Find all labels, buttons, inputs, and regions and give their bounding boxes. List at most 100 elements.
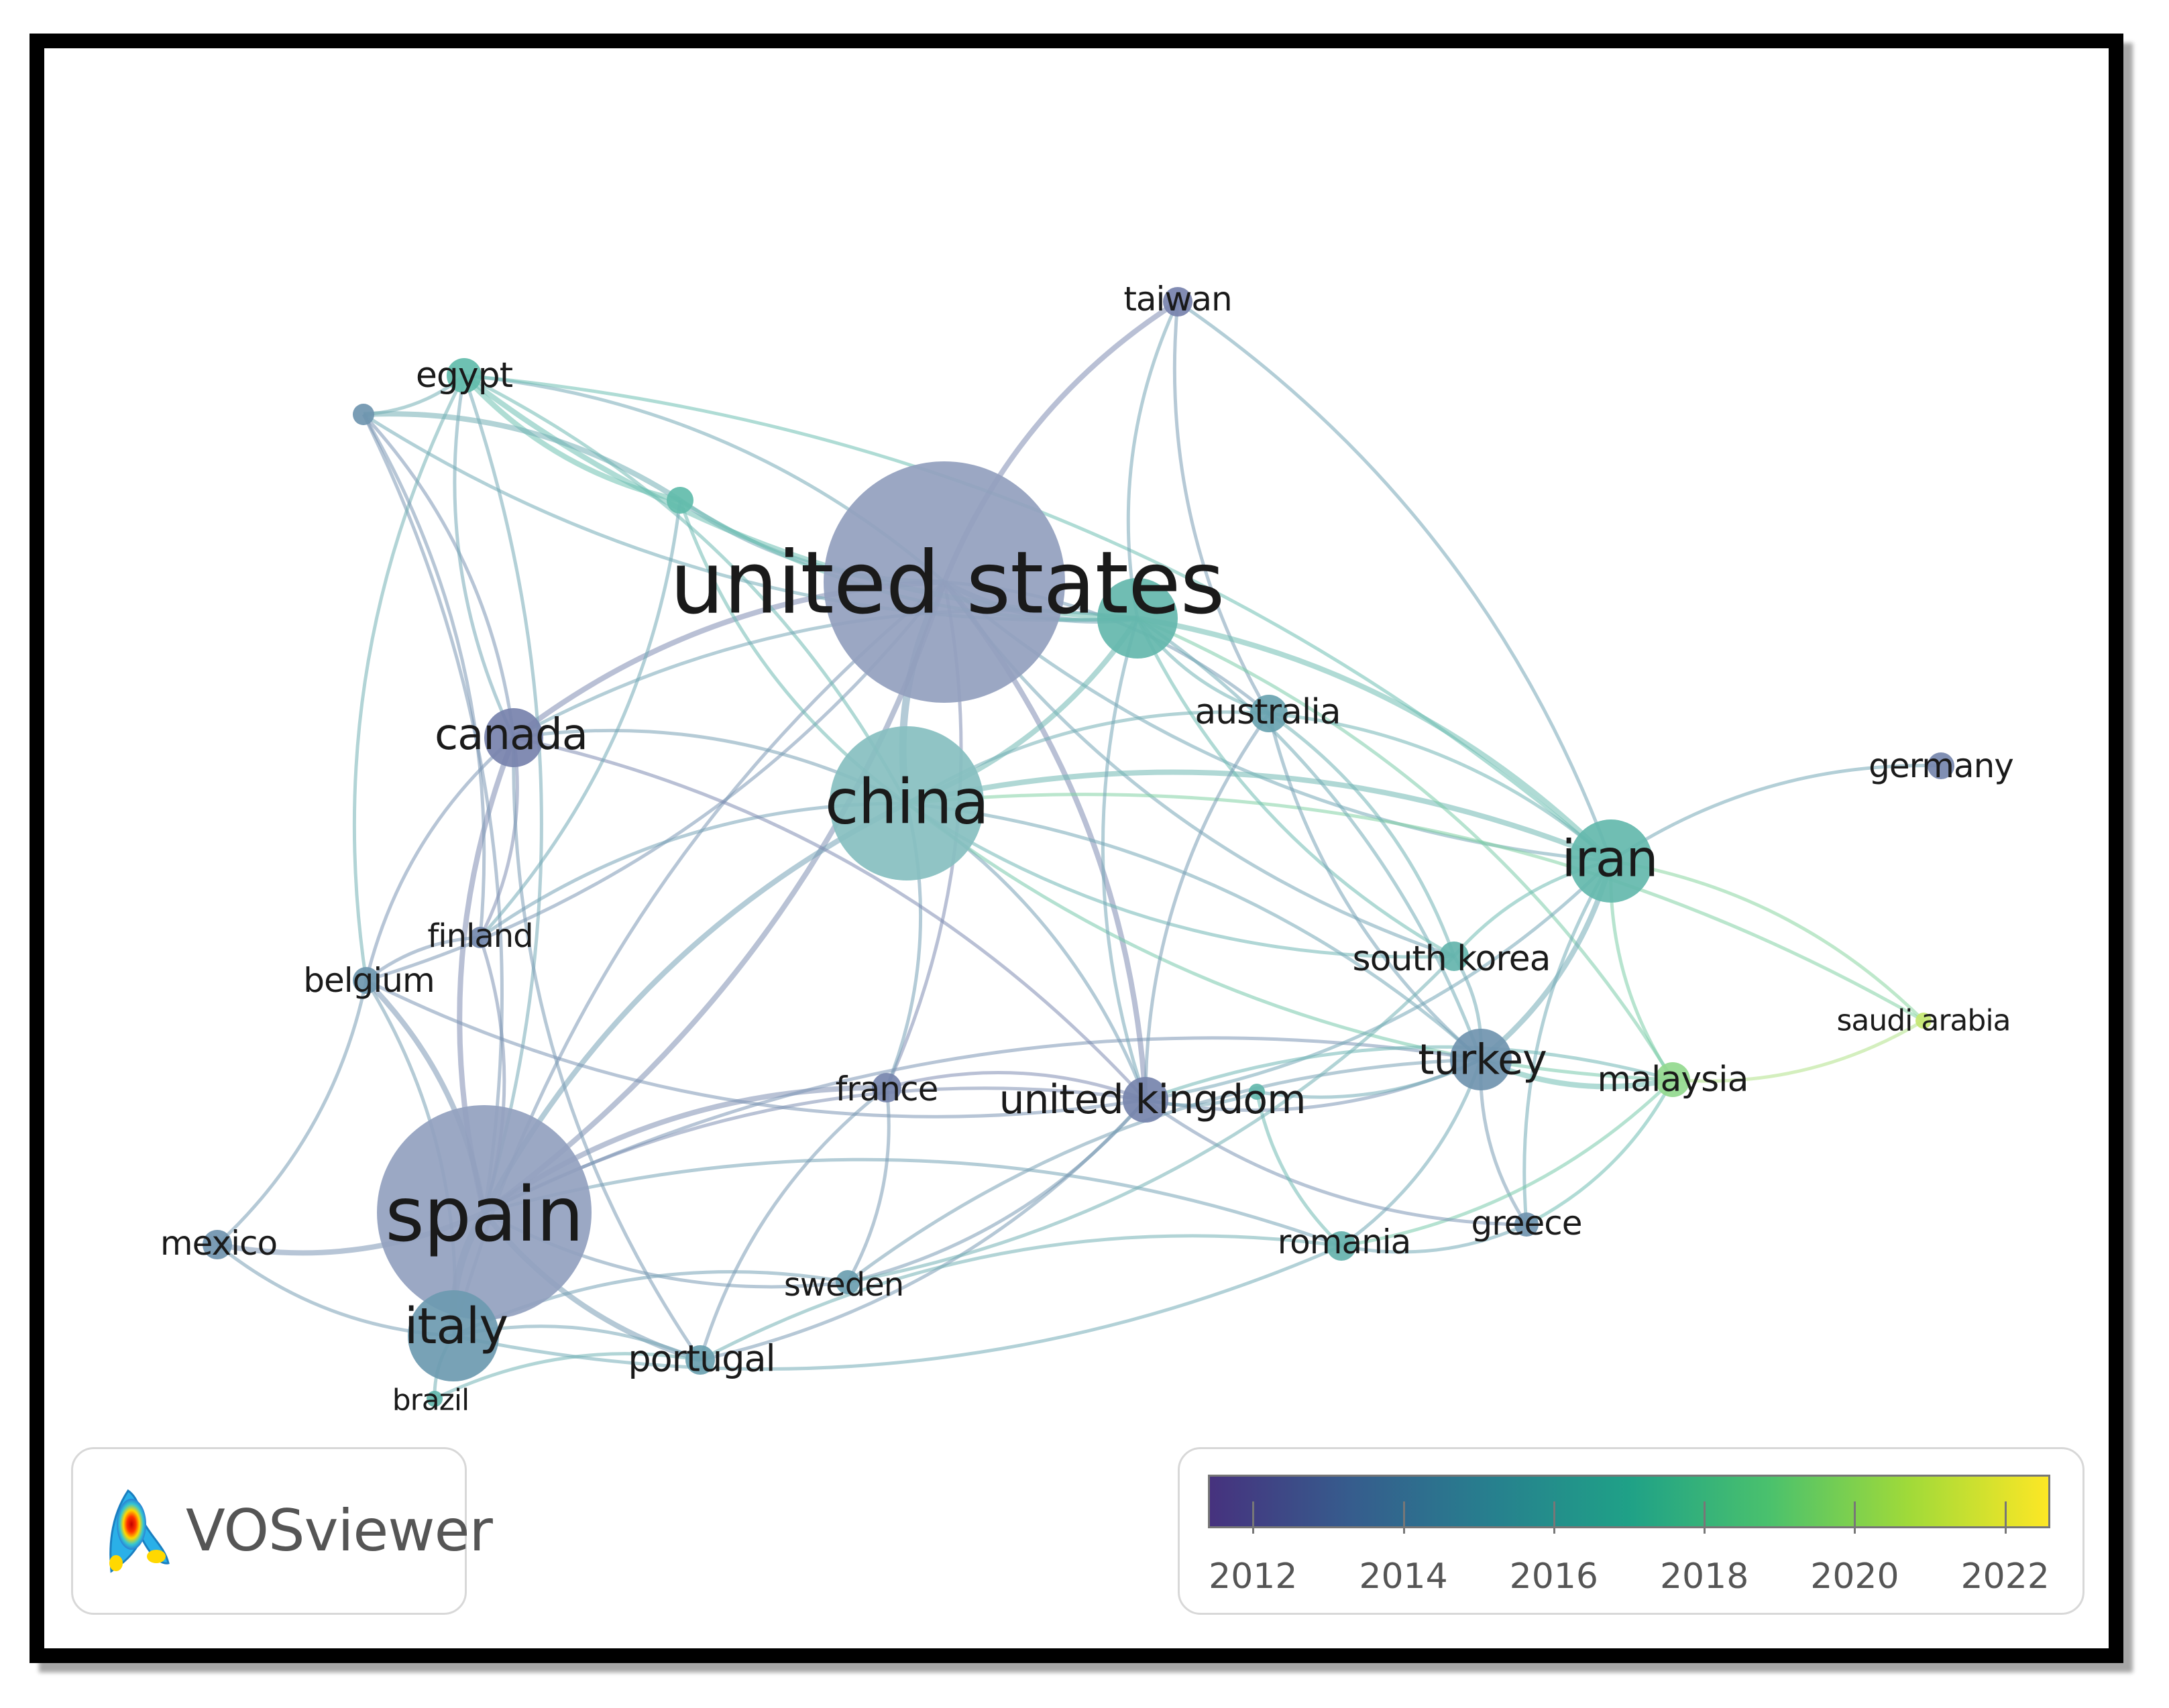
legend-tick-label: 2012 [1209, 1556, 1298, 1597]
link-taiwan-iran [1176, 300, 1613, 862]
link-china-malaysia [905, 802, 1673, 1082]
legend-tick-mark [1252, 1501, 1255, 1534]
link-spain-romania [484, 1157, 1342, 1248]
node-n1[interactable] [1097, 578, 1178, 659]
link-italy-romania [453, 1244, 1342, 1371]
node-label-south-korea: south korea [1353, 939, 1551, 979]
node-portugal[interactable] [685, 1345, 715, 1375]
node-sweden[interactable] [836, 1270, 860, 1294]
node-saudi-arabia[interactable] [1915, 1013, 1932, 1029]
link-china-saudi-arabia [906, 793, 1925, 1023]
node-label-portugal: portugal [628, 1338, 775, 1380]
node-belgium[interactable] [353, 967, 380, 994]
node-spain[interactable] [377, 1105, 592, 1320]
node-china[interactable] [830, 726, 984, 880]
link-france-portugal [698, 1086, 888, 1361]
node-label-iran: iran [1561, 829, 1657, 889]
link-spain-turkey [483, 1036, 1482, 1214]
node-label-spain: spain [385, 1172, 583, 1259]
link-n4-romania [1255, 1091, 1343, 1247]
node-france[interactable] [872, 1073, 901, 1102]
link-iran-saudi-arabia [1610, 859, 1925, 1022]
node-united-kingdom[interactable] [1123, 1077, 1168, 1123]
link-iran-united-kingdom [1145, 860, 1612, 1102]
link-n1-united-kingdom [1101, 618, 1148, 1100]
node-n4[interactable] [1249, 1084, 1265, 1100]
link-united-kingdom-greece [1144, 1098, 1527, 1227]
legend-tick-label: 2014 [1359, 1556, 1448, 1597]
link-sweden-south-korea [847, 955, 1455, 1284]
node-germany[interactable] [1928, 752, 1954, 779]
node-label-sweden: sweden [784, 1266, 903, 1304]
node-taiwan[interactable] [1163, 287, 1192, 317]
node-label-saudi-arabia: saudi arabia [1836, 1004, 2010, 1038]
link-malaysia-united-kingdom [1145, 1045, 1673, 1102]
node-iran[interactable] [1569, 819, 1653, 903]
nodes-layer [203, 287, 1954, 1407]
link-australia-turkey [1267, 713, 1482, 1061]
legend-tick-label: 2020 [1810, 1556, 1899, 1597]
link-turkey-romania [1340, 1059, 1483, 1248]
legend-tick-mark [2004, 1501, 2007, 1534]
vosviewer-logo-icon [109, 1489, 170, 1573]
node-label-romania: romania [1278, 1222, 1411, 1261]
node-label-united-states: united states [670, 534, 1225, 634]
link-australia-united-kingdom [1144, 712, 1271, 1100]
link-belgium-finland [365, 935, 481, 982]
node-label-greece: greece [1471, 1204, 1582, 1243]
node-italy[interactable] [408, 1290, 499, 1381]
legend-tick-label: 2018 [1659, 1556, 1749, 1597]
node-greece[interactable] [1514, 1212, 1539, 1237]
link-spain-egypt [462, 375, 543, 1213]
node-label-turkey: turkey [1418, 1035, 1547, 1084]
link-iran-germany [1610, 764, 1942, 863]
node-turkey[interactable] [1450, 1029, 1512, 1090]
node-label-malaysia: malaysia [1597, 1060, 1748, 1100]
legend-tick-mark [1854, 1501, 1856, 1534]
link-n3-n2 [363, 411, 682, 503]
node-egypt[interactable] [447, 358, 482, 393]
node-label-germany: germany [1869, 746, 2013, 785]
node-n2[interactable] [667, 487, 693, 514]
node-mexico[interactable] [203, 1230, 232, 1259]
node-n3[interactable] [353, 404, 374, 425]
year-color-bar [1208, 1475, 2050, 1528]
link-canada-egypt [453, 375, 516, 739]
node-label-china: china [825, 766, 989, 838]
node-label-taiwan: taiwan [1123, 280, 1231, 319]
labels-layer: united states china spain italy canada iran tu… [160, 280, 2014, 1418]
link-mexico-belgium [216, 980, 368, 1246]
link-china-egypt [463, 374, 909, 805]
node-label-belgium: belgium [303, 961, 434, 1000]
node-brazil[interactable] [427, 1391, 443, 1407]
node-united-states[interactable] [824, 461, 1065, 703]
link-canada-portugal [512, 737, 702, 1361]
link-canada-n3 [362, 413, 516, 738]
link-france-sweden [846, 1087, 891, 1284]
link-n1-south-korea [1135, 617, 1455, 958]
legend-tick-label: 2022 [1960, 1556, 2050, 1597]
node-label-united-kingdom: united kingdom [999, 1076, 1305, 1123]
link-united-kingdom-france [886, 1071, 1146, 1102]
link-iran-greece [1522, 860, 1613, 1225]
node-label-france: france [836, 1070, 938, 1108]
link-spain-n3 [362, 413, 504, 1213]
node-south-korea[interactable] [1439, 942, 1469, 971]
node-romania[interactable] [1327, 1231, 1356, 1261]
node-australia[interactable] [1250, 695, 1288, 732]
legend-tick-label: 2016 [1509, 1556, 1599, 1597]
legend-tick-mark [1402, 1501, 1405, 1534]
vosviewer-logo-text: VOSviewer [186, 1497, 493, 1564]
legend-tick-mark [1553, 1501, 1555, 1534]
link-united-kingdom-belgium [365, 978, 1146, 1119]
link-malaysia-saudi-arabia [1672, 1019, 1925, 1083]
node-malaysia[interactable] [1655, 1062, 1690, 1097]
node-label-finland: finland [427, 917, 533, 955]
link-canada-united-kingdom [513, 736, 1147, 1101]
link-portugal-romania [699, 1234, 1342, 1362]
link-malaysia-greece [1525, 1078, 1675, 1227]
node-finland[interactable] [469, 927, 491, 948]
node-canada[interactable] [484, 708, 543, 767]
vosviewer-logo: VOSviewer [71, 1447, 493, 1615]
